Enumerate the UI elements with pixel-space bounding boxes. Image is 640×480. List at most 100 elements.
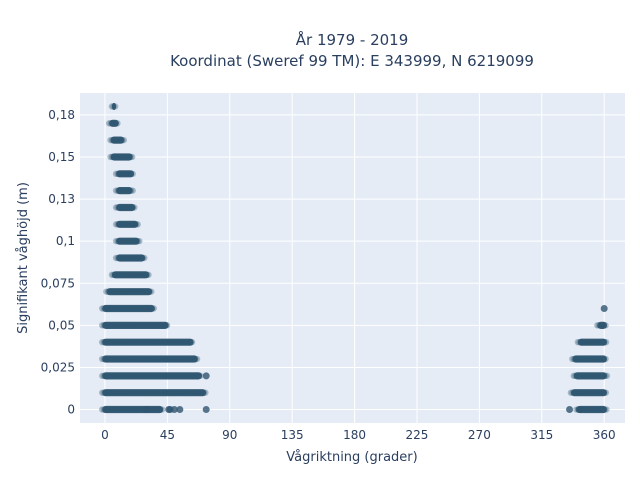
data-point — [142, 338, 149, 346]
data-point — [202, 406, 210, 414]
data-point — [125, 338, 133, 346]
data-point — [107, 153, 114, 161]
data-point — [594, 389, 601, 396]
data-point — [108, 389, 116, 396]
data-point — [574, 389, 581, 396]
x-tick-label: 180 — [343, 428, 366, 442]
data-point — [117, 136, 124, 144]
data-point — [591, 406, 598, 413]
data-point — [132, 338, 139, 346]
data-point — [163, 355, 171, 363]
data-point — [140, 338, 147, 346]
data-point — [107, 136, 114, 144]
data-point — [120, 136, 128, 144]
data-point — [573, 372, 581, 380]
data-point — [577, 338, 585, 346]
data-point — [122, 322, 129, 329]
data-point — [155, 355, 162, 363]
data-point — [102, 322, 109, 329]
data-point — [162, 372, 169, 380]
data-point — [131, 237, 138, 245]
data-point — [115, 322, 123, 329]
data-point — [122, 389, 129, 396]
data-point — [128, 389, 136, 396]
data-point — [131, 221, 138, 228]
data-point — [122, 204, 130, 211]
data-point — [108, 103, 116, 110]
data-point — [168, 355, 176, 363]
data-point — [115, 338, 123, 346]
data-point — [118, 406, 126, 413]
data-point — [152, 406, 159, 413]
data-point — [152, 338, 159, 346]
data-point — [121, 204, 128, 211]
data-point — [170, 406, 178, 414]
data-point — [172, 372, 179, 380]
data-point — [106, 288, 113, 295]
data-point — [103, 322, 111, 329]
point-band — [102, 304, 155, 313]
y-tick-label: 0,075 — [41, 276, 75, 290]
data-point — [133, 322, 141, 329]
x-tick-label: 0 — [101, 428, 109, 442]
data-point — [125, 322, 133, 329]
data-point — [163, 338, 171, 346]
data-point — [140, 322, 147, 329]
data-point — [117, 338, 124, 346]
data-point — [575, 372, 582, 380]
data-point — [132, 254, 140, 262]
data-point — [98, 305, 106, 312]
data-point — [123, 355, 131, 363]
data-point — [127, 305, 134, 312]
data-point — [137, 355, 144, 363]
data-point — [583, 372, 591, 380]
data-point — [134, 237, 141, 245]
point-band — [576, 405, 607, 414]
data-point — [127, 389, 134, 396]
data-point — [157, 372, 164, 380]
data-point — [112, 136, 119, 144]
data-point — [202, 372, 210, 380]
data-point — [147, 305, 154, 312]
data-point — [132, 237, 140, 245]
data-point — [579, 338, 587, 346]
data-point — [145, 389, 152, 396]
data-point — [112, 271, 119, 279]
data-point — [110, 103, 117, 110]
data-point — [105, 120, 113, 127]
data-point — [123, 288, 130, 295]
data-point — [131, 204, 138, 211]
data-point — [133, 355, 141, 363]
data-point — [136, 288, 143, 295]
data-point — [118, 372, 126, 380]
data-point — [136, 271, 144, 279]
data-point — [128, 406, 136, 413]
data-point — [121, 170, 128, 178]
data-point — [193, 355, 201, 363]
data-point — [177, 372, 184, 380]
data-point — [122, 187, 130, 194]
data-point — [600, 372, 607, 380]
data-point — [119, 204, 126, 211]
data-point — [115, 305, 123, 312]
data-point — [157, 389, 164, 396]
data-point — [172, 355, 179, 363]
data-point — [584, 389, 591, 396]
data-point — [120, 271, 127, 279]
data-point — [142, 322, 149, 329]
data-point — [127, 271, 134, 279]
data-point — [572, 355, 579, 363]
data-point — [569, 389, 576, 396]
data-point — [148, 338, 156, 346]
data-point — [150, 338, 157, 346]
data-point — [182, 372, 189, 380]
data-point — [187, 372, 194, 380]
data-point — [182, 338, 189, 346]
data-point — [133, 406, 141, 413]
data-point — [147, 322, 154, 329]
data-point — [112, 237, 120, 245]
data-point — [163, 389, 171, 396]
data-point — [178, 372, 186, 380]
data-point — [125, 389, 133, 396]
data-point — [178, 389, 186, 396]
